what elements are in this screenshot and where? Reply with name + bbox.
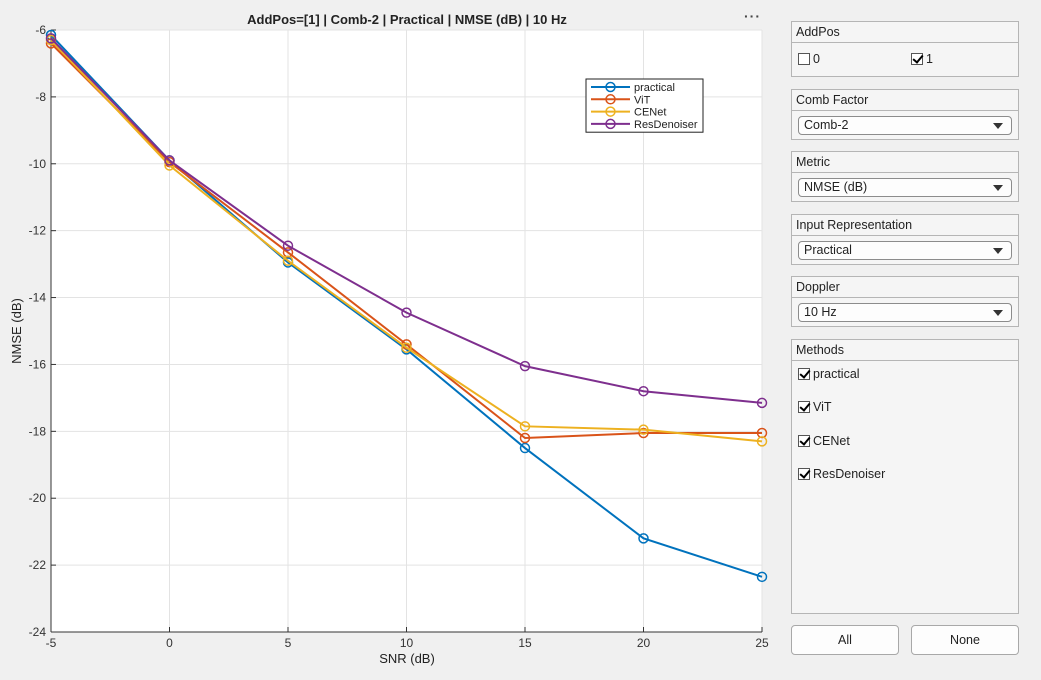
plot-area: -5 0 5 10 15 20 25 -24 -22 -20 -18 -16 -14 -12 -10 -8 -6… — [9, 8, 769, 666]
x-tick-label: 5 — [285, 636, 292, 650]
checkbox-box-checked[interactable] — [911, 53, 923, 65]
input-representation-value: Practical — [804, 243, 852, 257]
y-axis-label: NMSE (dB) — [9, 298, 24, 364]
legend-marker-vit — [605, 94, 616, 105]
select-all-button[interactable]: All — [791, 625, 899, 655]
y-tick-label: -8 — [35, 90, 46, 104]
addpos-title: AddPos — [792, 22, 1018, 43]
comb-factor-panel: Comb Factor Comb-2 — [791, 89, 1019, 140]
method-label: ViT — [813, 400, 832, 414]
point-resdenoiser — [282, 240, 294, 251]
metric-dropdown[interactable]: NMSE (dB) — [798, 178, 1012, 197]
point-vit — [638, 427, 649, 439]
input-representation-dropdown[interactable]: Practical — [798, 241, 1012, 260]
checkbox-box-checked[interactable] — [798, 468, 810, 480]
doppler-panel: Doppler 10 Hz — [791, 276, 1019, 327]
more-options-icon[interactable]: ··· — [744, 8, 761, 24]
legend-label-resdenoiser: ResDenoiser — [634, 119, 698, 131]
x-tick-label: 25 — [755, 636, 769, 650]
chart-title: AddPos=[1] | Comb-2 | Practical | NMSE (… — [247, 12, 567, 27]
axes: -5 0 5 10 15 20 25 -24 -22 -20 -18 -16 -14 -12 -10 -8 -6 — [29, 23, 769, 650]
select-none-button[interactable]: None — [911, 625, 1019, 655]
method-checkbox-resdenoiser[interactable]: ResDenoiser — [798, 467, 885, 481]
method-checkbox-vit[interactable]: ViT — [798, 400, 832, 414]
chevron-down-icon — [993, 123, 1003, 129]
point-practical — [519, 442, 531, 454]
metric-value: NMSE (dB) — [804, 180, 868, 194]
chevron-down-icon — [993, 310, 1003, 316]
point-vit — [519, 432, 531, 444]
point-resdenoiser — [756, 397, 768, 409]
method-label: CENet — [813, 434, 850, 448]
y-tick-label: -14 — [29, 291, 47, 305]
y-tick-label: -12 — [29, 224, 47, 238]
point-resdenoiser — [164, 155, 175, 166]
nmse-chart: -5 0 5 10 15 20 25 -24 -22 -20 -18 -16 -14 -12 -10 -8 -6… — [9, 12, 769, 666]
y-tick-label: -18 — [29, 424, 47, 438]
method-label: ResDenoiser — [813, 467, 886, 481]
x-tick-label: -5 — [46, 636, 57, 650]
y-tick-label: -22 — [29, 558, 47, 572]
y-tick-label: -24 — [29, 625, 47, 639]
point-cenet — [401, 342, 412, 353]
methods-panel: Methods practical ViT CENet ResDenoiser — [791, 339, 1019, 614]
point-cenet — [638, 424, 649, 435]
point-practical — [756, 571, 768, 583]
addpos-label-1: 1 — [926, 52, 933, 66]
addpos-panel: AddPos 0 1 — [791, 21, 1019, 77]
comb-factor-dropdown[interactable]: Comb-2 — [798, 116, 1012, 135]
point-cenet — [519, 421, 531, 432]
checkbox-box-checked[interactable] — [798, 401, 810, 413]
x-tick-label: 15 — [518, 636, 532, 650]
doppler-value: 10 Hz — [804, 305, 837, 319]
point-cenet — [282, 255, 294, 267]
legend-marker-cenet — [605, 106, 616, 117]
method-checkbox-practical[interactable]: practical — [798, 367, 860, 381]
addpos-label-0: 0 — [813, 52, 820, 66]
metric-panel: Metric NMSE (dB) — [791, 151, 1019, 202]
checkbox-box-checked[interactable] — [798, 435, 810, 447]
x-tick-label: 0 — [166, 636, 173, 650]
x-tick-label: 20 — [637, 636, 651, 650]
legend-marker-practical — [605, 81, 616, 93]
y-tick-label: -10 — [29, 157, 47, 171]
methods-title: Methods — [792, 340, 1018, 361]
input-representation-title: Input Representation — [792, 215, 1018, 236]
point-resdenoiser — [638, 385, 649, 397]
series-line-vit — [50, 42, 762, 440]
x-tick-label: 10 — [400, 636, 414, 650]
y-tick-label: -20 — [29, 491, 47, 505]
chevron-down-icon — [993, 248, 1003, 254]
input-representation-panel: Input Representation Practical — [791, 214, 1019, 265]
checkbox-box-checked[interactable] — [798, 368, 810, 380]
y-tick-label: -16 — [29, 357, 47, 371]
checkbox-box[interactable] — [798, 53, 810, 65]
addpos-checkbox-1[interactable]: 1 — [911, 52, 933, 66]
metric-title: Metric — [792, 152, 1018, 173]
legend-label-cenet: CENet — [634, 107, 666, 119]
comb-factor-title: Comb Factor — [792, 90, 1018, 111]
legend-marker-resdenoiser — [605, 118, 616, 130]
legend-label-vit: ViT — [634, 94, 651, 106]
comb-factor-value: Comb-2 — [804, 118, 849, 132]
point-resdenoiser — [401, 307, 412, 318]
method-checkbox-cenet[interactable]: CENet — [798, 434, 850, 448]
addpos-checkbox-0[interactable]: 0 — [798, 52, 820, 66]
point-resdenoiser — [519, 360, 531, 372]
series-line-resdenoiser — [50, 37, 763, 404]
series-layer — [45, 29, 768, 583]
chevron-down-icon — [993, 185, 1003, 191]
x-axis-label: SNR (dB) — [379, 651, 435, 666]
y-tick-label: -6 — [35, 23, 46, 37]
doppler-dropdown[interactable]: 10 Hz — [798, 303, 1012, 322]
doppler-title: Doppler — [792, 277, 1018, 298]
method-label: practical — [813, 367, 860, 381]
point-practical — [638, 533, 649, 544]
point-resdenoiser — [45, 33, 57, 44]
legend-label-practical: practical — [634, 82, 675, 94]
point-cenet — [756, 436, 768, 447]
